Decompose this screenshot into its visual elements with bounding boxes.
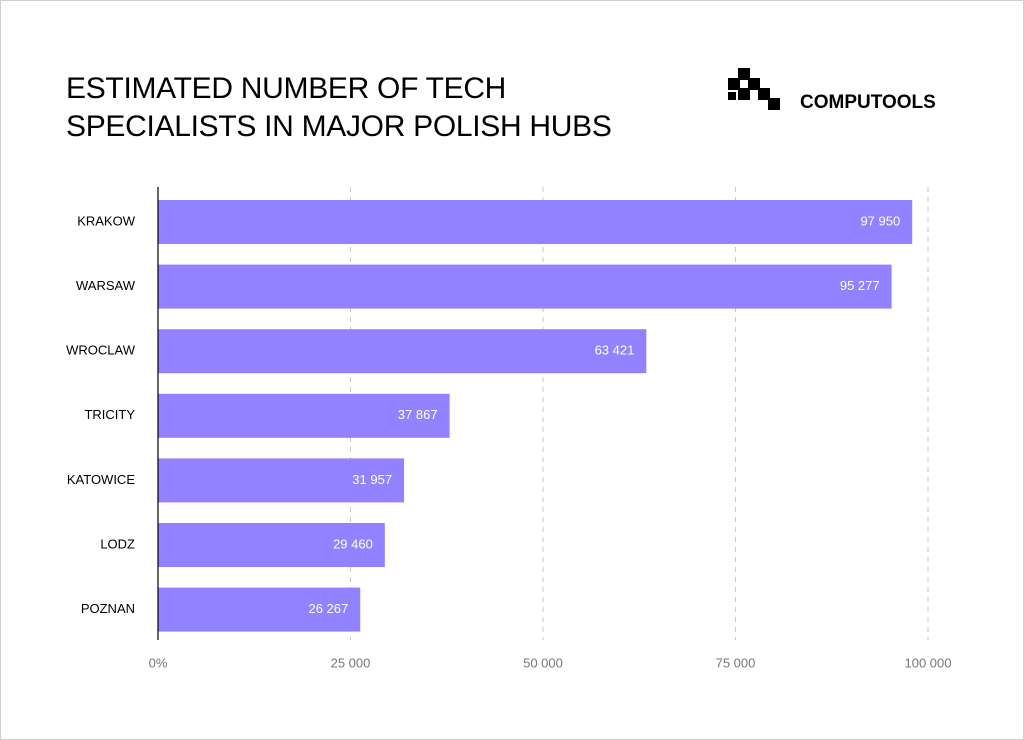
- bar: [158, 200, 913, 244]
- x-tick-label: 75 000: [716, 655, 756, 670]
- value-label: 31 957: [352, 472, 392, 487]
- logo: [728, 68, 780, 110]
- x-tick-label: 25 000: [331, 655, 371, 670]
- value-label: 26 267: [308, 601, 348, 616]
- y-tick-label: WROCLAW: [66, 343, 136, 358]
- bar: [158, 523, 385, 567]
- y-tick-label: KRAKOW: [77, 213, 136, 228]
- value-label: 29 460: [333, 536, 373, 551]
- value-label: 97 950: [860, 213, 900, 228]
- bar: [158, 393, 450, 438]
- bar: [158, 329, 647, 374]
- value-label: 63 421: [595, 343, 635, 358]
- y-tick-label: WARSAW: [76, 278, 136, 293]
- y-tick-label: LODZ: [100, 536, 135, 551]
- y-tick-label: POZNAN: [81, 601, 135, 616]
- chart-title: ESTIMATED NUMBER OF TECH SPECIALISTS IN …: [66, 72, 612, 143]
- bar: [158, 264, 892, 309]
- bar: [158, 458, 405, 503]
- value-label: 95 277: [840, 278, 880, 293]
- x-tick-label: 100 000: [905, 655, 952, 670]
- value-label: 37 867: [398, 407, 438, 422]
- x-tick-label: 0%: [149, 655, 168, 670]
- y-tick-label: KATOWICE: [67, 472, 135, 487]
- bar: [158, 587, 361, 632]
- brand-name: COMPUTOOLS: [800, 92, 936, 113]
- y-tick-label: TRICITY: [84, 407, 135, 422]
- x-tick-label: 50 000: [523, 655, 563, 670]
